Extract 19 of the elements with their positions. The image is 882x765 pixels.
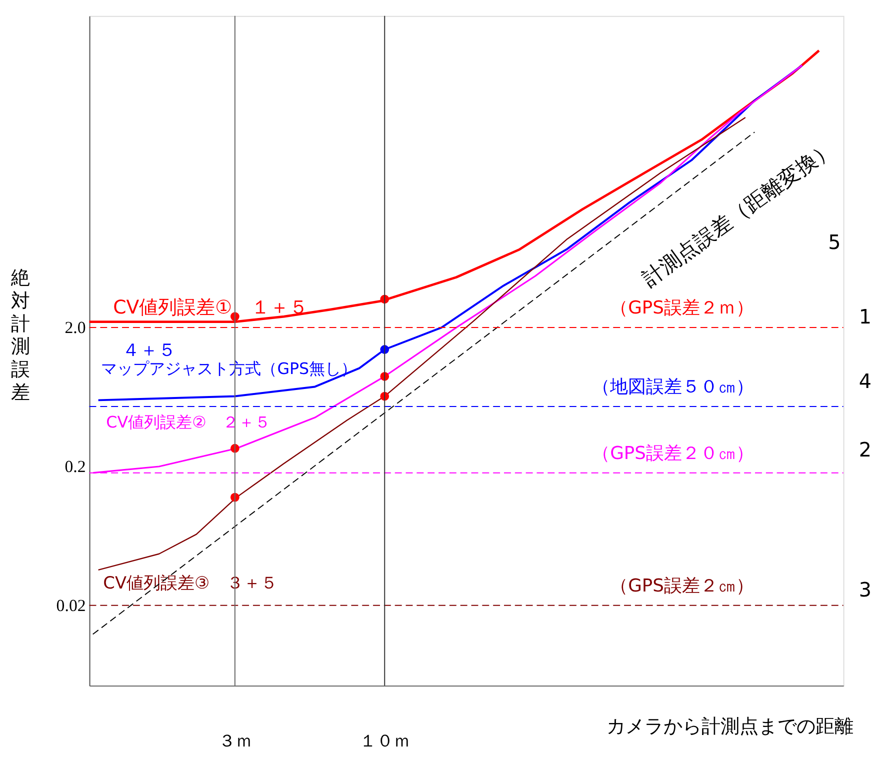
ref-line-label: （地図誤差５０㎝） [592,376,754,398]
y-tick-label: 0.02 [56,596,86,615]
series-label: CV値列誤差① １＋５ [113,298,308,319]
x-tick-label: １０ｍ [360,730,411,751]
ref-line-label: （GPS誤差２ｍ） [610,298,754,319]
annotation: 5 [828,231,841,254]
y-tick-label: 2.0 [64,318,86,337]
y-axis-title: 絶対計測誤差 [10,268,30,404]
ref-line-label: （GPS誤差２㎝） [610,576,754,597]
ref-line-label: （GPS誤差２０㎝） [592,442,754,464]
text: 1 [858,305,872,328]
text: 3 [858,578,872,602]
y-tick-label: 0.2 [64,456,86,476]
series-label: CV値列誤差② ２＋５ [106,412,270,432]
x-axis-title: カメラから計測点までの距離 [606,716,854,738]
text: 2 [858,438,872,462]
text: 4 [858,370,872,393]
annotation: ４＋５ [122,340,176,362]
x-tick-label: ３ｍ [218,730,252,751]
